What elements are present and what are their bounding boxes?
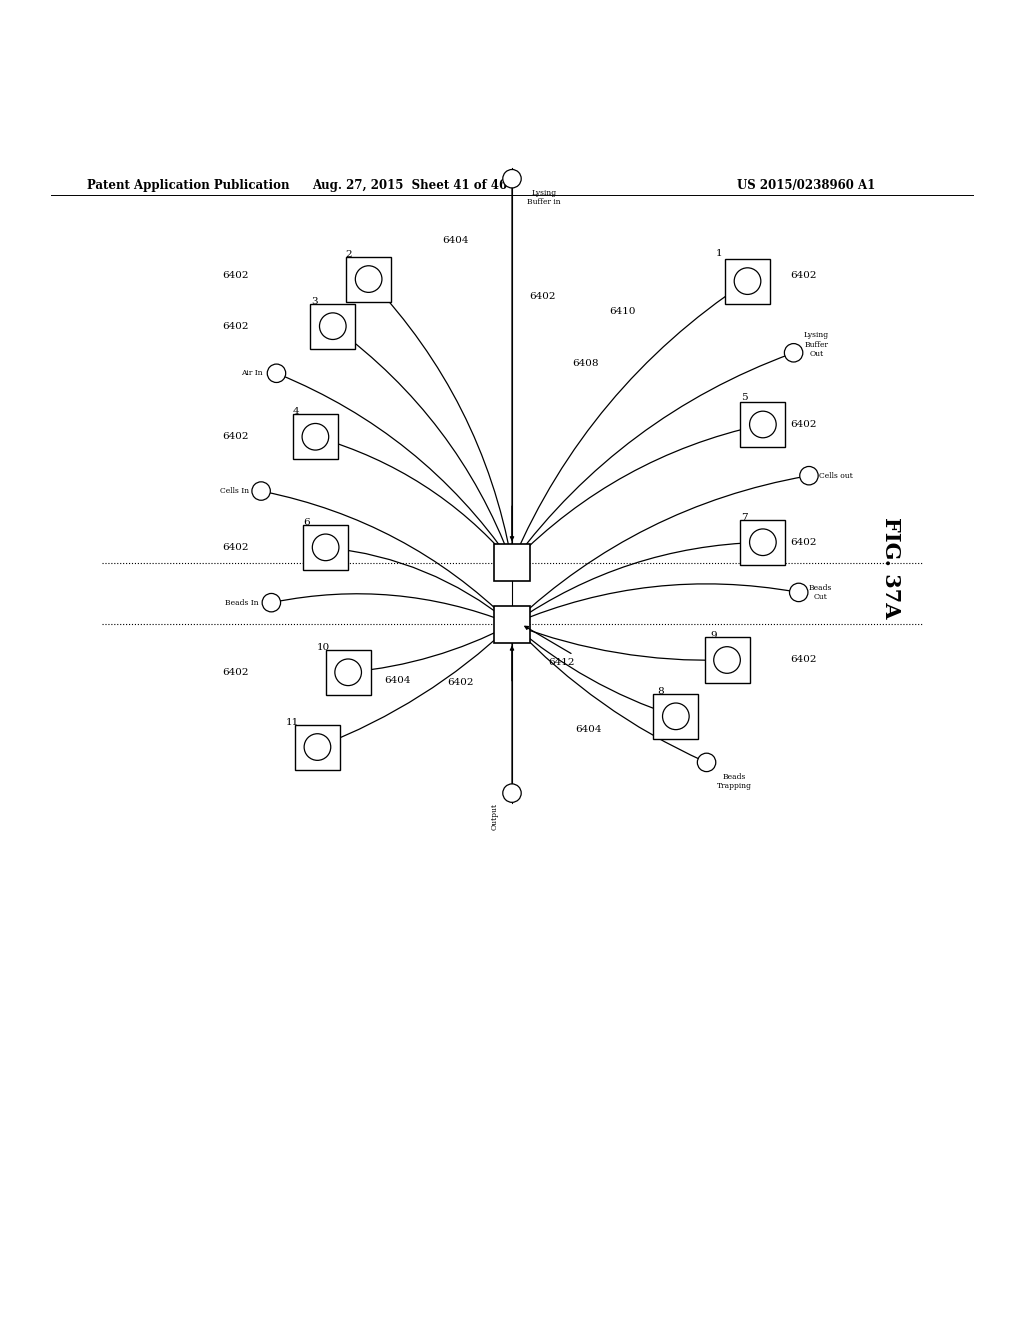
Text: Beads
Cut: Beads Cut xyxy=(809,583,833,601)
Bar xyxy=(725,259,770,304)
Text: 2: 2 xyxy=(346,249,352,259)
Text: Patent Application Publication: Patent Application Publication xyxy=(87,180,290,193)
Text: 6402: 6402 xyxy=(447,678,474,686)
Text: 6402: 6402 xyxy=(791,537,817,546)
Bar xyxy=(653,694,698,739)
Text: 6402: 6402 xyxy=(791,656,817,664)
Bar xyxy=(295,725,340,770)
Text: Cells In: Cells In xyxy=(220,487,249,495)
Circle shape xyxy=(355,265,382,293)
Text: Beads
Trapping: Beads Trapping xyxy=(717,772,752,789)
Text: 6404: 6404 xyxy=(384,676,411,685)
Circle shape xyxy=(267,364,286,383)
Text: 6402: 6402 xyxy=(791,420,817,429)
Bar xyxy=(494,606,530,643)
Text: 6402: 6402 xyxy=(529,292,556,301)
Text: 3: 3 xyxy=(311,297,317,306)
Circle shape xyxy=(503,169,521,187)
Text: 6402: 6402 xyxy=(222,322,249,331)
Circle shape xyxy=(252,482,270,500)
Text: 7: 7 xyxy=(741,512,748,521)
Text: 6408: 6408 xyxy=(572,359,599,367)
Circle shape xyxy=(312,535,339,561)
Text: Lysing
Buffer
Out: Lysing Buffer Out xyxy=(804,331,829,358)
Circle shape xyxy=(302,424,329,450)
Bar xyxy=(303,525,348,570)
Text: 6404: 6404 xyxy=(575,725,602,734)
Text: 6402: 6402 xyxy=(222,432,249,441)
Text: 9: 9 xyxy=(711,631,717,639)
Bar xyxy=(494,544,530,581)
Bar xyxy=(705,638,750,682)
Bar xyxy=(346,256,391,301)
Text: 1: 1 xyxy=(716,248,722,257)
Text: 6402: 6402 xyxy=(791,272,817,281)
Circle shape xyxy=(790,583,808,602)
Text: 4: 4 xyxy=(293,408,299,416)
Text: FIG. 37A: FIG. 37A xyxy=(881,517,901,619)
Text: 6: 6 xyxy=(304,517,310,527)
Text: 6402: 6402 xyxy=(222,272,249,281)
Bar xyxy=(740,403,785,447)
Circle shape xyxy=(262,594,281,612)
Text: 6410: 6410 xyxy=(609,308,636,317)
Text: 6402: 6402 xyxy=(222,668,249,677)
Bar xyxy=(293,414,338,459)
Circle shape xyxy=(663,704,689,730)
Circle shape xyxy=(750,411,776,438)
Text: Cells out: Cells out xyxy=(819,471,853,479)
Circle shape xyxy=(304,734,331,760)
Text: 5: 5 xyxy=(741,393,748,403)
Text: Beads In: Beads In xyxy=(225,599,259,607)
Text: 6412: 6412 xyxy=(548,657,574,667)
Text: Aug. 27, 2015  Sheet 41 of 46: Aug. 27, 2015 Sheet 41 of 46 xyxy=(312,180,507,193)
Circle shape xyxy=(503,784,521,803)
Text: Output: Output xyxy=(490,804,499,830)
Text: 8: 8 xyxy=(657,686,664,696)
Text: Lysing
Buffer in: Lysing Buffer in xyxy=(527,189,561,206)
Bar xyxy=(310,304,355,348)
Circle shape xyxy=(800,466,818,484)
Text: Air In: Air In xyxy=(242,370,263,378)
Circle shape xyxy=(784,343,803,362)
Circle shape xyxy=(697,754,716,772)
Text: 6402: 6402 xyxy=(222,543,249,552)
Bar xyxy=(740,520,785,565)
Circle shape xyxy=(714,647,740,673)
Circle shape xyxy=(319,313,346,339)
Circle shape xyxy=(750,529,776,556)
Text: 11: 11 xyxy=(286,718,299,726)
Circle shape xyxy=(734,268,761,294)
Text: 10: 10 xyxy=(316,643,330,652)
Bar xyxy=(326,649,371,694)
Circle shape xyxy=(335,659,361,685)
Text: US 2015/0238960 A1: US 2015/0238960 A1 xyxy=(737,180,876,193)
Text: 6404: 6404 xyxy=(442,236,469,244)
